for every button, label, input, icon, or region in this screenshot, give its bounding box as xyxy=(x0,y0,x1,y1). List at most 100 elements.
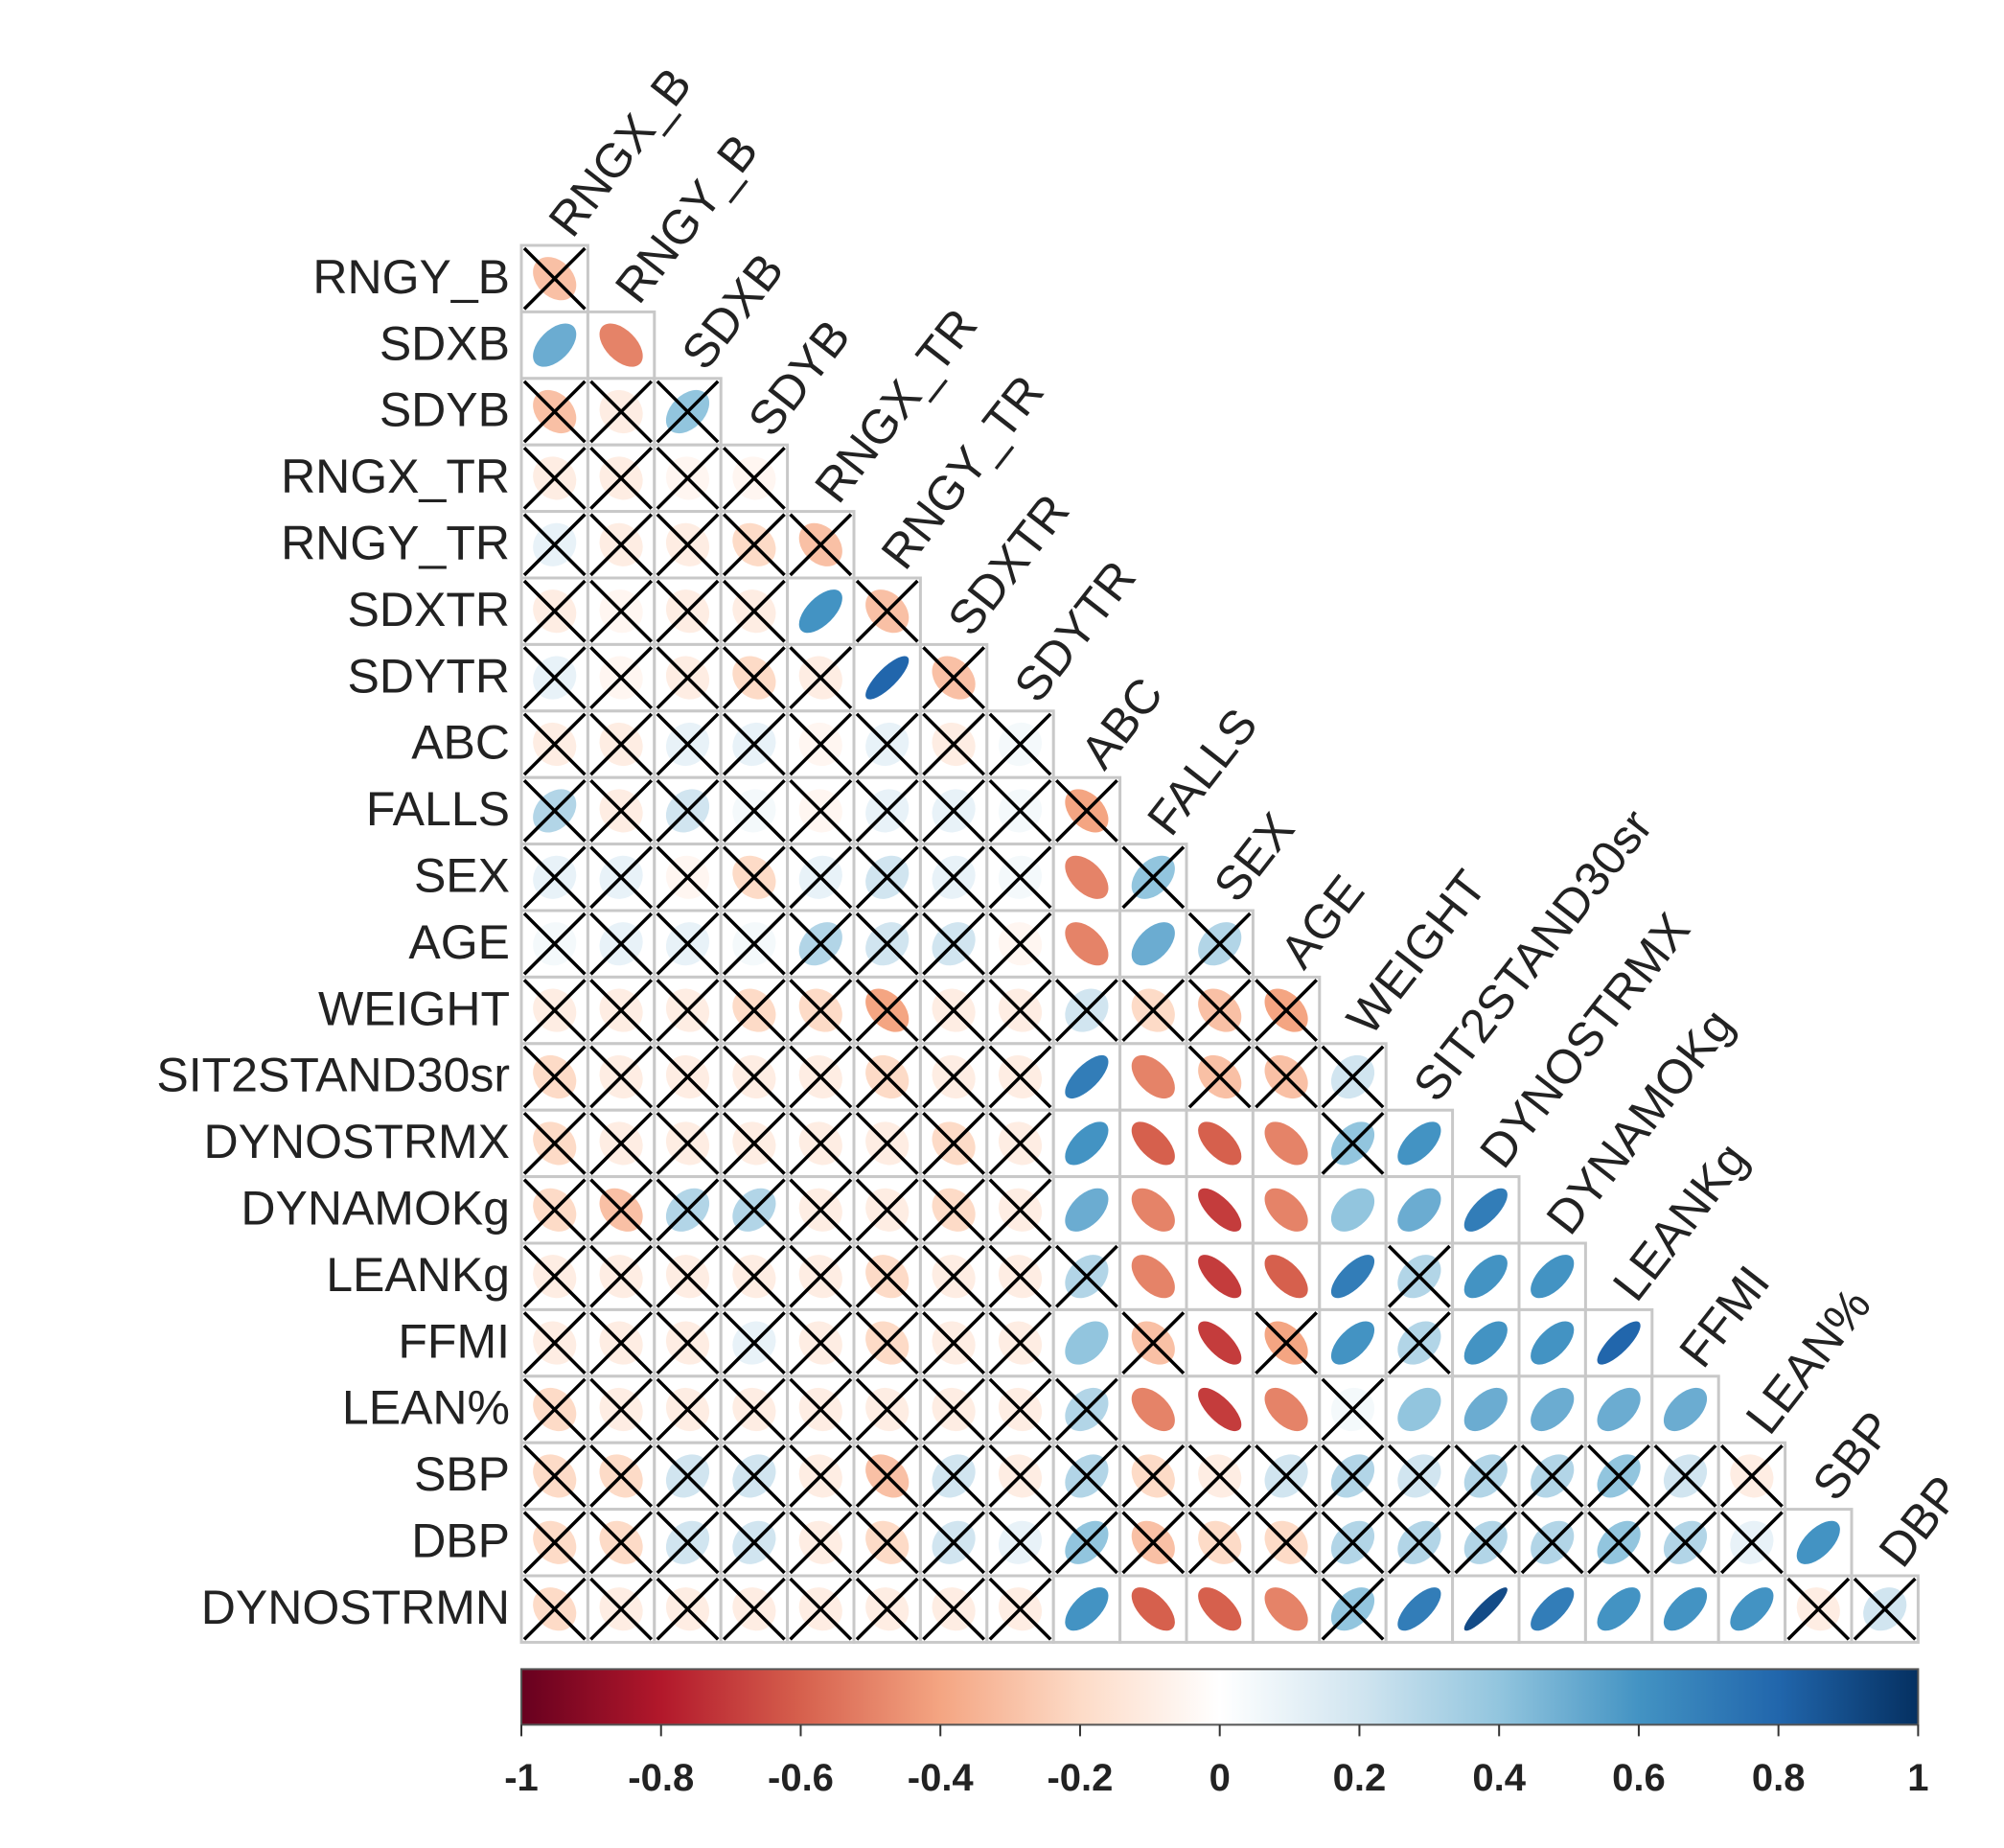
correlation-ellipse xyxy=(1531,1255,1575,1299)
insignificant-cross xyxy=(522,646,587,710)
insignificant-cross xyxy=(522,1444,587,1508)
row-label: RNGY_B xyxy=(312,250,510,304)
cell xyxy=(1051,843,1122,912)
insignificant-cross xyxy=(789,1111,853,1175)
insignificant-cross xyxy=(522,380,587,444)
insignificant-cross xyxy=(589,1511,654,1575)
insignificant-cross xyxy=(522,1511,587,1575)
insignificant-cross xyxy=(589,912,654,976)
insignificant-cross xyxy=(789,1577,853,1641)
insignificant-cross xyxy=(522,246,587,311)
row-label: SEX xyxy=(414,849,510,903)
insignificant-cross xyxy=(722,1311,786,1375)
colorbar-tick-label: 0.2 xyxy=(1333,1757,1387,1799)
insignificant-cross xyxy=(522,1244,587,1308)
insignificant-cross xyxy=(589,1444,654,1508)
insignificant-cross xyxy=(722,1045,786,1109)
row-label: SDXTR xyxy=(348,583,510,636)
correlation-ellipse xyxy=(1531,1587,1575,1631)
insignificant-cross xyxy=(1786,1577,1851,1641)
insignificant-cross xyxy=(656,1111,720,1175)
row-label: FFMI xyxy=(398,1314,510,1368)
colorbar xyxy=(520,1668,1920,1726)
insignificant-cross xyxy=(656,1045,720,1109)
correlation-ellipse xyxy=(1397,1121,1441,1166)
correlation-ellipse xyxy=(1330,1188,1375,1232)
insignificant-cross xyxy=(789,912,853,976)
correlation-ellipse xyxy=(1463,1255,1508,1299)
insignificant-cross xyxy=(722,1178,786,1242)
insignificant-cross xyxy=(589,1244,654,1308)
insignificant-cross xyxy=(656,513,720,577)
insignificant-cross xyxy=(1387,1244,1451,1308)
correlation-ellipse xyxy=(1065,1054,1109,1099)
insignificant-cross xyxy=(1121,1311,1186,1375)
row-label: SDYTR xyxy=(348,649,510,703)
insignificant-cross xyxy=(1187,1444,1252,1508)
row-label: SBP xyxy=(414,1447,510,1501)
cell xyxy=(1384,1175,1455,1245)
insignificant-cross xyxy=(522,446,587,510)
correlation-ellipse xyxy=(1463,1321,1508,1365)
insignificant-cross xyxy=(589,979,654,1043)
insignificant-cross xyxy=(722,1577,786,1641)
insignificant-cross xyxy=(988,712,1052,776)
insignificant-cross xyxy=(656,380,720,444)
insignificant-cross xyxy=(1187,1511,1252,1575)
insignificant-cross xyxy=(656,1577,720,1641)
insignificant-cross xyxy=(789,778,853,843)
insignificant-cross xyxy=(722,712,786,776)
correlation-ellipse xyxy=(865,656,910,700)
insignificant-cross xyxy=(1255,1045,1319,1109)
row-label: FALLS xyxy=(366,782,510,836)
insignificant-cross xyxy=(722,1244,786,1308)
row-label: DYNOSTRMX xyxy=(204,1115,510,1168)
insignificant-cross xyxy=(1255,1511,1319,1575)
insignificant-cross xyxy=(722,646,786,710)
insignificant-cross xyxy=(1121,1511,1186,1575)
insignificant-cross xyxy=(589,1377,654,1442)
row-label: SIT2STAND30sr xyxy=(156,1049,510,1102)
insignificant-cross xyxy=(1121,979,1186,1043)
insignificant-cross xyxy=(1121,1444,1186,1508)
column-label: ABC xyxy=(1071,668,1173,778)
insignificant-cross xyxy=(922,646,986,710)
row-label: SDYB xyxy=(380,383,510,437)
insignificant-cross xyxy=(855,845,919,910)
column-label: FFMI xyxy=(1669,1256,1780,1376)
insignificant-cross xyxy=(922,1178,986,1242)
column-label: DBP xyxy=(1869,1466,1971,1576)
insignificant-cross xyxy=(1719,1511,1784,1575)
column-label: SBP xyxy=(1802,1401,1903,1510)
insignificant-cross xyxy=(1321,1444,1385,1508)
insignificant-cross xyxy=(589,513,654,577)
correlation-ellipse xyxy=(1198,1587,1242,1631)
correlation-ellipse xyxy=(1065,1121,1109,1166)
row-label: DYNOSTRMN xyxy=(201,1581,510,1634)
colorbar-tick-label: -0.6 xyxy=(768,1757,834,1799)
correlation-ellipse xyxy=(1330,1321,1375,1365)
insignificant-cross xyxy=(1321,1577,1385,1641)
column-label: SDYB xyxy=(738,310,861,446)
insignificant-cross xyxy=(1321,1511,1385,1575)
insignificant-cross xyxy=(1255,1444,1319,1508)
insignificant-cross xyxy=(988,1045,1052,1109)
insignificant-cross xyxy=(1587,1511,1651,1575)
row-label: DYNAMOKg xyxy=(241,1182,510,1236)
insignificant-cross xyxy=(855,912,919,976)
insignificant-cross xyxy=(988,1178,1052,1242)
insignificant-cross xyxy=(1454,1511,1518,1575)
insignificant-cross xyxy=(855,1377,919,1442)
insignificant-cross xyxy=(656,1444,720,1508)
correlation-ellipse xyxy=(1198,1121,1242,1166)
correlation-ellipse xyxy=(1597,1587,1641,1631)
insignificant-cross xyxy=(1054,778,1118,843)
row-label: LEAN% xyxy=(342,1381,510,1435)
insignificant-cross xyxy=(922,1045,986,1109)
insignificant-cross xyxy=(1587,1444,1651,1508)
correlation-ellipse xyxy=(1463,1587,1508,1631)
insignificant-cross xyxy=(722,446,786,510)
insignificant-cross xyxy=(1121,845,1186,910)
colorbar-tick-label: -0.2 xyxy=(1047,1757,1113,1799)
insignificant-cross xyxy=(656,646,720,710)
